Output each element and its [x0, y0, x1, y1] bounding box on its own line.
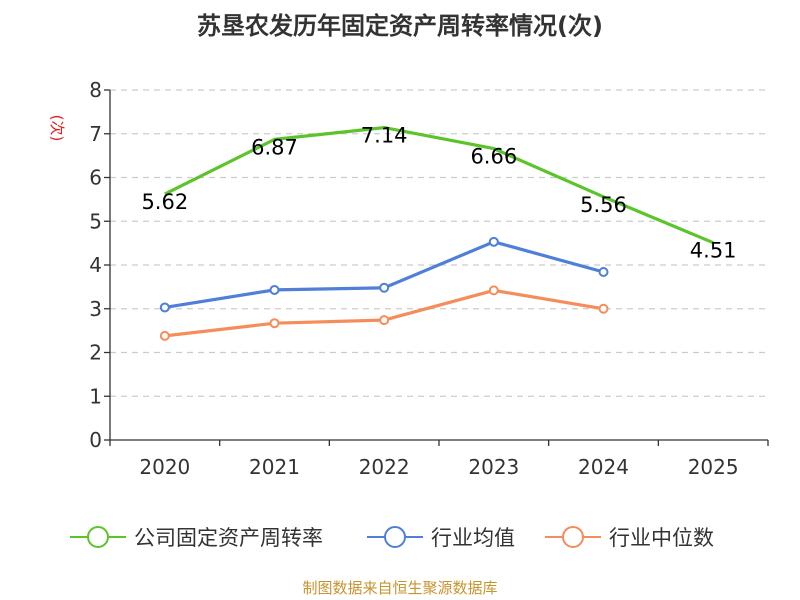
series-1-point-2020	[159, 302, 170, 313]
legend-label-0: 公司固定资产周转率	[134, 526, 323, 550]
data-label-2020: 5.62	[141, 190, 188, 214]
legend-item-0[interactable]: 公司固定资产周转率	[70, 526, 323, 550]
series-1-point-2024	[598, 267, 609, 277]
y-tick-label-8: 8	[89, 78, 102, 102]
x-tick-label-2024: 2024	[578, 455, 629, 479]
data-label-2024: 5.56	[580, 193, 627, 217]
x-tick-label-2022: 2022	[359, 455, 410, 479]
y-tick-label-4: 4	[89, 253, 102, 277]
data-label-2021: 6.87	[251, 135, 298, 159]
x-tick-label-2023: 2023	[468, 455, 519, 479]
legend-marker-0	[87, 526, 109, 548]
data-label-2025: 4.51	[690, 239, 737, 263]
grid-lines	[110, 89, 768, 397]
y-tick-label-0: 0	[89, 428, 102, 452]
chart-title: 苏垦农发历年固定资产周转率情况(次)	[197, 12, 603, 40]
series-2-point-2021	[269, 318, 280, 329]
legend-label-2: 行业中位数	[609, 526, 714, 550]
legend-marker-1	[384, 526, 406, 548]
source-note: 制图数据来自恒生聚源数据库	[302, 579, 498, 597]
y-unit-label: (次)	[48, 115, 66, 142]
y-tick-label-2: 2	[89, 341, 102, 365]
y-tick-label-3: 3	[89, 297, 102, 321]
data-label-2023: 6.66	[470, 145, 517, 169]
series-1-point-2021	[269, 284, 280, 295]
data-label-2022: 7.14	[361, 124, 408, 148]
legend[interactable]: 公司固定资产周转率 行业均值 行业中位数	[70, 526, 714, 550]
series-line-0	[164, 126, 714, 245]
series-2-point-2020	[159, 330, 170, 341]
series-2-point-2024	[598, 303, 609, 314]
series-1-point-2022	[379, 282, 390, 293]
y-tick-label-6: 6	[89, 166, 102, 190]
y-tick-label-7: 7	[89, 122, 102, 146]
legend-marker-2	[562, 526, 584, 548]
series-2-point-2022	[379, 315, 390, 326]
series-lines	[159, 126, 714, 341]
y-tick-label-5: 5	[89, 209, 102, 233]
x-tick-label-2020: 2020	[139, 455, 190, 479]
legend-label-1: 行业均值	[431, 526, 515, 550]
legend-item-2[interactable]: 行业中位数	[545, 526, 714, 550]
x-tick-label-2021: 2021	[249, 455, 300, 479]
x-tick-label-2025: 2025	[688, 455, 739, 479]
data-labels: 5.62 6.87 7.14 6.66 5.56 4.51	[141, 124, 736, 263]
axes: 0 1 2 3 4 5 6 7 8 2020 2021 2022 2023 2024 2025 (次)	[48, 78, 769, 479]
y-tick-label-1: 1	[89, 384, 102, 408]
series-1-point-2023	[488, 236, 499, 247]
legend-item-1[interactable]: 行业均值	[367, 526, 515, 550]
series-2-point-2023	[488, 285, 499, 296]
